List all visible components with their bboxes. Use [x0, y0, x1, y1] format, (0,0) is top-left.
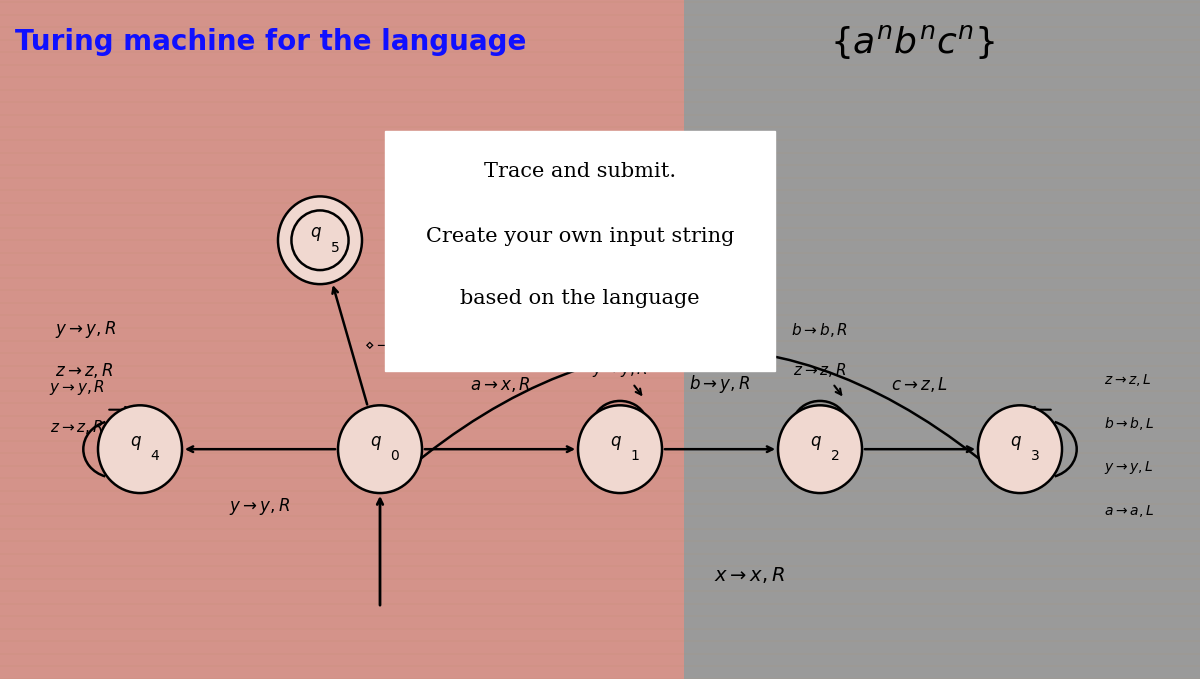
Text: $q$: $q$ — [1010, 434, 1022, 452]
Text: $0$: $0$ — [390, 449, 400, 464]
Text: $y \rightarrow y, R$: $y \rightarrow y, R$ — [55, 318, 116, 340]
Text: Trace and submit.: Trace and submit. — [484, 162, 676, 181]
Text: $x \rightarrow x, R$: $x \rightarrow x, R$ — [714, 564, 786, 585]
Text: $q$: $q$ — [130, 434, 142, 452]
Text: based on the language: based on the language — [460, 289, 700, 308]
Circle shape — [978, 405, 1062, 493]
Text: $q$: $q$ — [310, 225, 322, 243]
Text: $a \rightarrow a, L$: $a \rightarrow a, L$ — [1104, 503, 1154, 519]
Text: $a \rightarrow a, R$: $a \rightarrow a, R$ — [592, 321, 648, 340]
Text: $z \rightarrow z, L$: $z \rightarrow z, L$ — [1104, 372, 1152, 388]
Text: $b \rightarrow y, R$: $b \rightarrow y, R$ — [689, 373, 751, 395]
Text: $1$: $1$ — [630, 449, 640, 464]
Text: $5$: $5$ — [330, 240, 340, 255]
Text: $y \rightarrow y, R$: $y \rightarrow y, R$ — [229, 496, 290, 517]
Circle shape — [778, 405, 862, 493]
Text: $q$: $q$ — [370, 434, 382, 452]
Text: $4$: $4$ — [150, 449, 160, 464]
Text: Turing machine for the language: Turing machine for the language — [14, 28, 527, 56]
Text: $b \rightarrow b, R$: $b \rightarrow b, R$ — [792, 321, 848, 340]
Text: $z \rightarrow z, R$: $z \rightarrow z, R$ — [50, 418, 104, 436]
Circle shape — [98, 405, 182, 493]
Circle shape — [338, 405, 422, 493]
Text: $\diamond \rightarrow \diamond, L$: $\diamond \rightarrow \diamond, L$ — [365, 335, 426, 354]
Text: Create your own input string: Create your own input string — [426, 227, 734, 246]
Polygon shape — [0, 0, 684, 679]
Text: $y \rightarrow y, R$: $y \rightarrow y, R$ — [592, 360, 648, 379]
Text: $z \rightarrow z, R$: $z \rightarrow z, R$ — [793, 361, 847, 379]
Polygon shape — [684, 0, 1200, 679]
Text: $\{a^n b^n c^n\}$: $\{a^n b^n c^n\}$ — [830, 23, 995, 61]
Text: $y \rightarrow y, L$: $y \rightarrow y, L$ — [1104, 458, 1154, 475]
Text: $c \rightarrow z, L$: $c \rightarrow z, L$ — [892, 375, 948, 394]
Text: $b \rightarrow b, L$: $b \rightarrow b, L$ — [1104, 415, 1154, 432]
Circle shape — [278, 196, 362, 284]
Text: $a \rightarrow x, R$: $a \rightarrow x, R$ — [469, 375, 530, 394]
Text: $3$: $3$ — [1030, 449, 1040, 464]
Text: $q$: $q$ — [610, 434, 622, 452]
Text: $q$: $q$ — [810, 434, 822, 452]
Circle shape — [578, 405, 662, 493]
Text: $z \rightarrow z, R$: $z \rightarrow z, R$ — [55, 361, 114, 380]
FancyBboxPatch shape — [385, 130, 775, 371]
Text: $2$: $2$ — [830, 449, 840, 464]
Text: $y \rightarrow y, R$: $y \rightarrow y, R$ — [49, 378, 106, 397]
